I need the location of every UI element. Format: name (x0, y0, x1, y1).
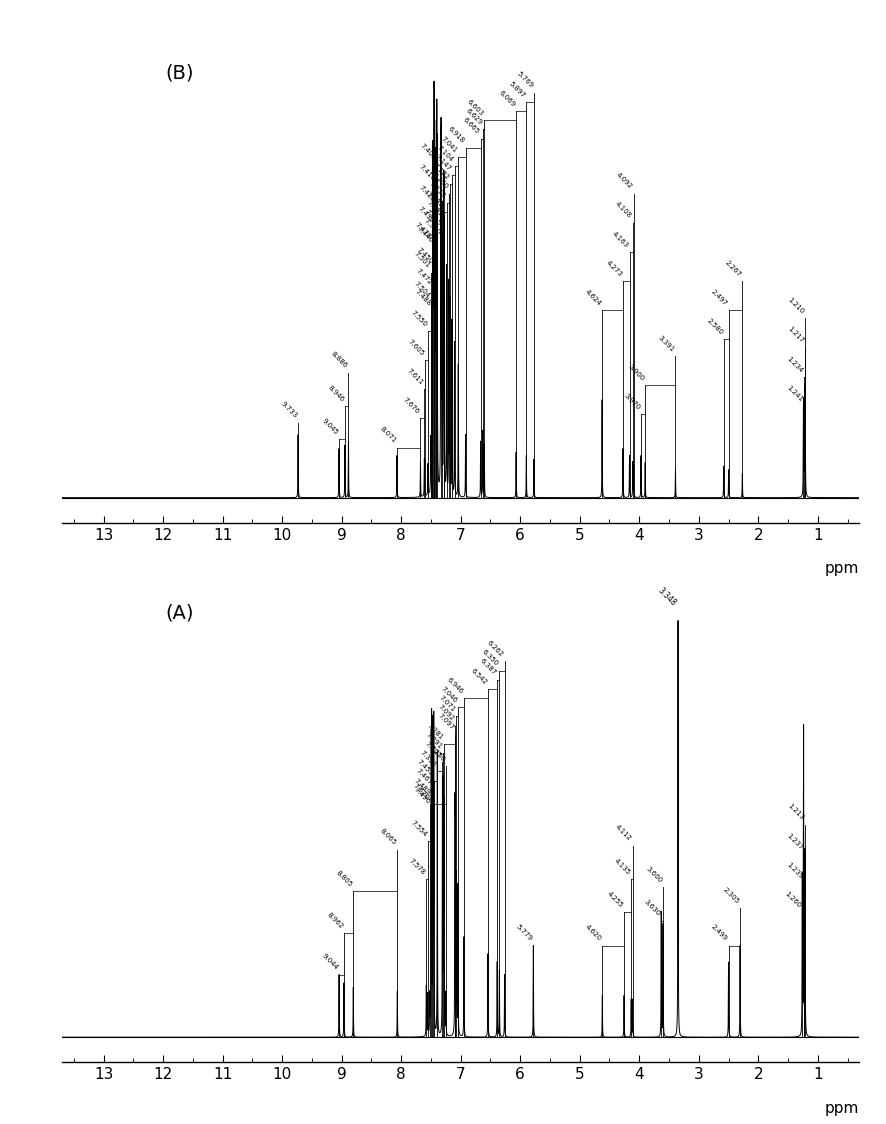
Text: 6.387: 6.387 (478, 658, 497, 677)
Text: 5.769: 5.769 (516, 71, 534, 89)
Text: 7.605: 7.605 (407, 338, 424, 356)
Text: 6.946: 6.946 (446, 677, 464, 695)
Text: (A): (A) (166, 602, 194, 622)
Text: 1.210: 1.210 (787, 297, 805, 315)
Text: 5.779: 5.779 (515, 924, 533, 942)
Text: 7.041: 7.041 (439, 135, 458, 154)
Text: 4.620: 4.620 (584, 924, 602, 942)
Text: 7.071: 7.071 (438, 695, 456, 713)
Text: 1.234: 1.234 (786, 355, 804, 373)
Text: 7.520: 7.520 (411, 782, 430, 800)
Text: 4.624: 4.624 (584, 289, 602, 307)
Text: 4.092: 4.092 (616, 172, 633, 190)
Text: 1.260: 1.260 (784, 890, 803, 909)
Text: 3.348: 3.348 (657, 587, 678, 608)
Text: 7.330: 7.330 (423, 217, 441, 236)
Text: 7.282: 7.282 (425, 199, 444, 218)
Text: 8.886: 8.886 (330, 351, 348, 370)
Text: 7.467: 7.467 (415, 768, 433, 787)
Text: 7.446: 7.446 (416, 226, 434, 244)
Text: 1.237: 1.237 (785, 832, 804, 851)
Text: 5.897: 5.897 (508, 80, 526, 99)
Text: 7.501: 7.501 (413, 251, 431, 270)
Text: 8.071: 8.071 (378, 426, 397, 444)
Text: 3.970: 3.970 (623, 392, 641, 411)
Text: (B): (B) (166, 63, 194, 82)
Text: 6.603: 6.603 (466, 98, 485, 117)
Text: 6.542: 6.542 (470, 668, 488, 686)
Text: 4.135: 4.135 (613, 858, 631, 876)
Text: 7.472: 7.472 (415, 268, 432, 285)
Text: 1.239: 1.239 (785, 861, 804, 880)
Text: 2.305: 2.305 (722, 887, 740, 905)
Text: 7.104: 7.104 (436, 144, 455, 163)
Text: 8.805: 8.805 (335, 870, 354, 888)
Text: 7.578: 7.578 (408, 856, 426, 876)
Text: 7.676: 7.676 (402, 397, 421, 415)
Text: 6.350: 6.350 (481, 649, 500, 668)
Text: 7.046: 7.046 (439, 686, 458, 704)
Text: 3.630: 3.630 (642, 898, 661, 917)
Text: 2.499: 2.499 (711, 924, 728, 942)
Text: 7.092: 7.092 (437, 704, 455, 723)
Text: 7.453: 7.453 (416, 759, 434, 777)
Text: 7.450: 7.450 (416, 247, 434, 265)
Text: 7.554: 7.554 (409, 819, 428, 839)
Text: 6.918: 6.918 (447, 126, 466, 144)
Text: ppm: ppm (825, 561, 859, 577)
Text: 9.733: 9.733 (279, 401, 298, 419)
Text: 4.255: 4.255 (606, 890, 624, 909)
Text: 6.069: 6.069 (498, 89, 517, 108)
Text: 7.291: 7.291 (425, 732, 443, 750)
Text: 7.281: 7.281 (425, 722, 444, 741)
Text: ppm: ppm (825, 1100, 859, 1116)
Text: 1.241: 1.241 (785, 384, 804, 402)
Text: 4.163: 4.163 (611, 230, 630, 248)
Text: 3.900: 3.900 (626, 363, 645, 382)
Text: 7.280: 7.280 (425, 190, 444, 209)
Text: 2.267: 2.267 (724, 260, 742, 278)
Text: 7.097: 7.097 (437, 713, 455, 732)
Text: 2.580: 2.580 (705, 318, 724, 336)
Text: 7.238: 7.238 (428, 181, 447, 199)
Text: 7.422: 7.422 (417, 184, 436, 202)
Text: 4.108: 4.108 (614, 201, 633, 219)
Text: 4.273: 4.273 (604, 260, 623, 278)
Text: 7.182: 7.182 (431, 163, 450, 181)
Text: 7.393: 7.393 (419, 750, 438, 768)
Text: 7.250: 7.250 (427, 744, 446, 763)
Text: 7.478: 7.478 (414, 221, 432, 241)
Text: 6.665: 6.665 (462, 117, 480, 135)
Text: 7.550: 7.550 (409, 309, 428, 328)
Text: 7.307: 7.307 (424, 741, 442, 759)
Text: 7.489: 7.489 (413, 777, 431, 796)
Text: 1.217: 1.217 (787, 326, 804, 344)
Text: 9.045: 9.045 (321, 418, 339, 436)
Text: 3.391: 3.391 (657, 334, 675, 353)
Text: 7.611: 7.611 (406, 368, 424, 386)
Text: 7.200: 7.200 (431, 172, 449, 190)
Text: 4.112: 4.112 (614, 824, 633, 842)
Text: 7.147: 7.147 (433, 153, 452, 172)
Text: 7.315: 7.315 (424, 208, 442, 227)
Text: 6.629: 6.629 (464, 108, 483, 126)
Text: 2.497: 2.497 (711, 289, 728, 307)
Text: 7.410: 7.410 (418, 163, 436, 182)
Text: 3.600: 3.600 (644, 865, 663, 883)
Text: 7.504: 7.504 (412, 280, 431, 299)
Text: 7.496: 7.496 (413, 786, 431, 805)
Text: 1.213: 1.213 (787, 803, 805, 822)
Text: 8.946: 8.946 (326, 384, 345, 402)
Text: 8.065: 8.065 (379, 828, 397, 846)
Text: 7.402: 7.402 (418, 143, 437, 161)
Text: 9.044: 9.044 (321, 953, 339, 971)
Text: 7.488: 7.488 (413, 289, 431, 307)
Text: 8.962: 8.962 (325, 912, 344, 930)
Text: 6.262: 6.262 (486, 640, 505, 658)
Text: 7.430: 7.430 (416, 205, 435, 224)
